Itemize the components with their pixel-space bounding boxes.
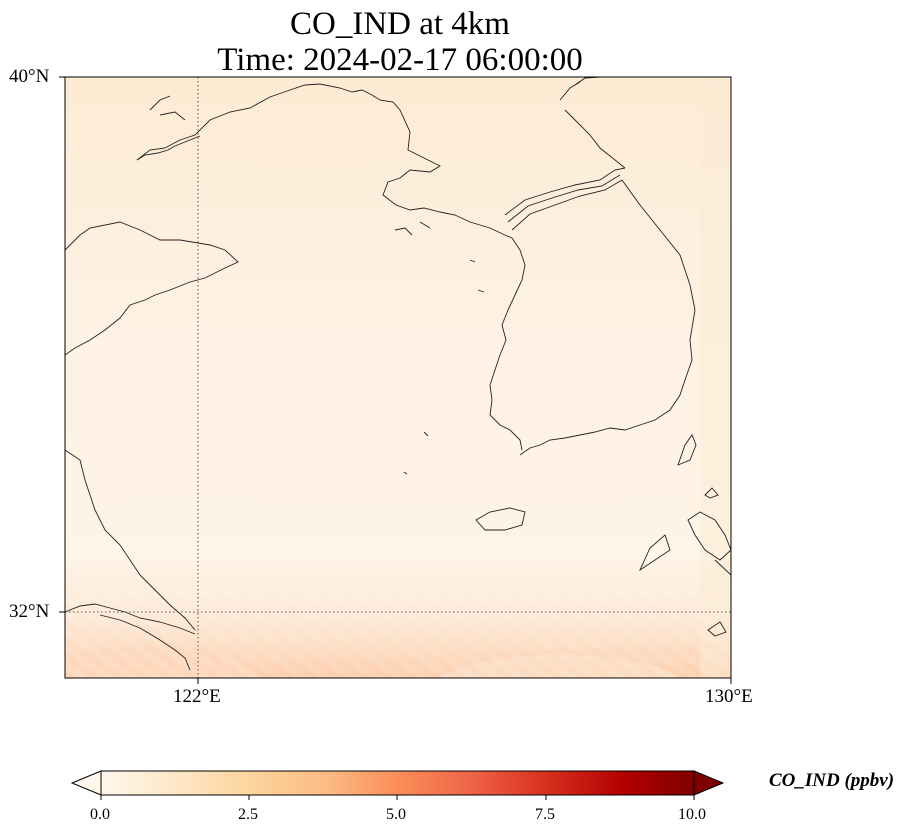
colorbar-tick-0: 0.0 — [90, 806, 110, 823]
colorbar-label: CO_IND (ppbv) — [769, 770, 895, 791]
colorbar-tick-10: 10.0 — [678, 806, 706, 823]
lon-tick-122: 122°E — [173, 686, 221, 707]
coastlines — [65, 77, 731, 671]
lat-tick-40: 40°N — [9, 66, 50, 87]
map-frame — [64, 76, 732, 679]
gridlines — [65, 77, 731, 678]
lon-tick-130: 130°E — [705, 686, 753, 707]
lat-tick-32: 32°N — [9, 601, 50, 622]
colorbar-tick-7-5: 7.5 — [535, 806, 555, 823]
colorbar-tick-5: 5.0 — [386, 806, 406, 823]
map-subtitle-time: Time: 2024-02-17 06:00:00 — [217, 42, 583, 78]
colorbar — [70, 770, 725, 800]
axis-ticks — [59, 76, 732, 684]
concentration-field — [65, 77, 731, 678]
map-title: CO_IND at 4km — [290, 6, 510, 42]
colorbar-tick-2-5: 2.5 — [238, 806, 258, 823]
